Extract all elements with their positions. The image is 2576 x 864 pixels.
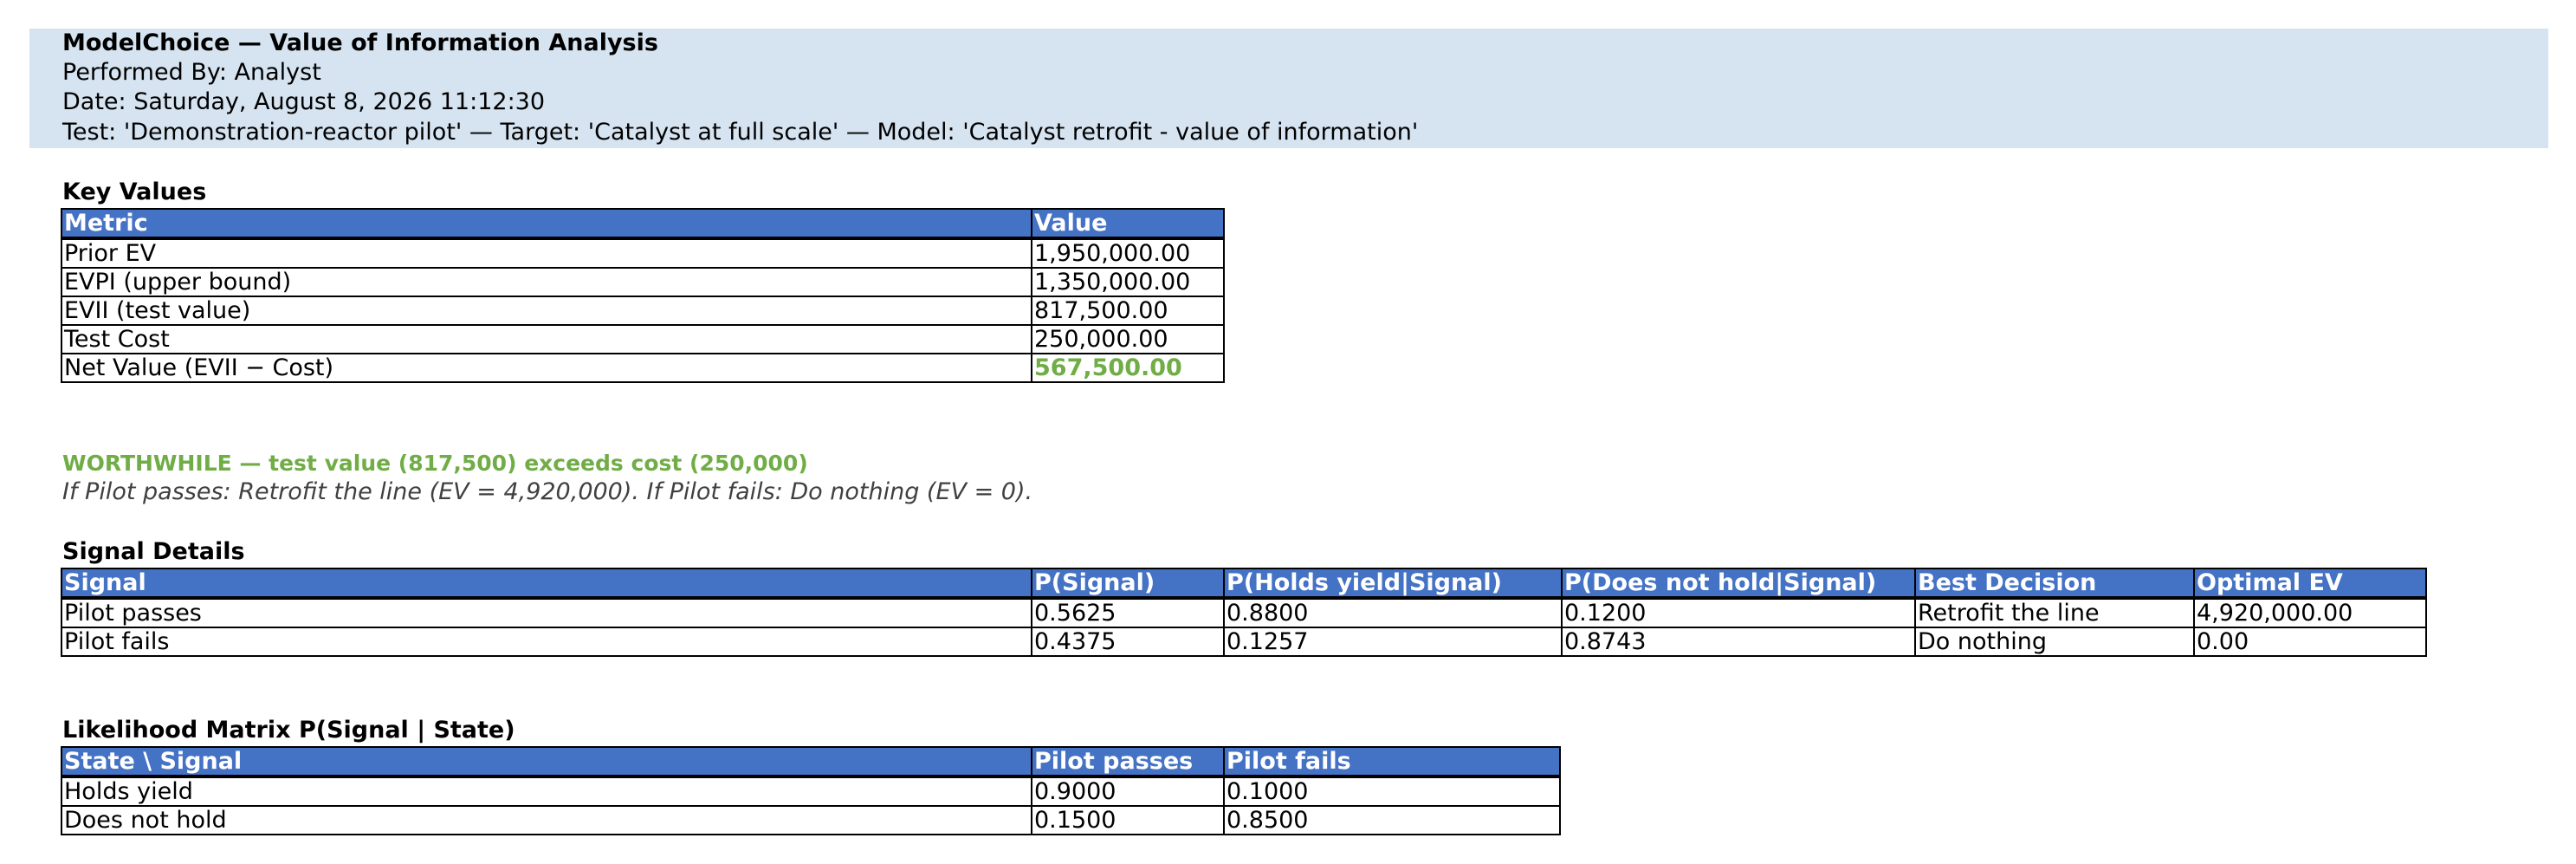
state-cell: Does not hold [61, 805, 1032, 835]
verdict-text: WORTHWHILE — test value (817,500) exceed… [62, 451, 808, 476]
table-row: Net Value (EVII − Cost) 567,500.00 [61, 353, 1225, 383]
value-cell: 1,950,000.00 [1031, 237, 1225, 269]
key-values-title: Key Values [62, 179, 207, 205]
p-not-hold-cell: 0.1200 [1561, 597, 1916, 628]
column-header: Best Decision [1914, 568, 2195, 600]
optimal-ev-cell: 0.00 [2193, 627, 2427, 657]
policy-text: If Pilot passes: Retrofit the line (EV =… [62, 478, 1033, 505]
table-row: Pilot fails 0.4375 0.1257 0.8743 Do noth… [61, 627, 2427, 657]
p-not-hold-cell: 0.8743 [1561, 627, 1916, 657]
column-header: Metric [61, 208, 1032, 240]
column-header: Pilot fails [1223, 746, 1561, 778]
report-header-band [29, 29, 2548, 148]
value-cell: 817,500.00 [1031, 296, 1225, 326]
key-values-table: Metric Value Prior EV 1,950,000.00 EVPI … [61, 208, 1225, 383]
signal-details-table: Signal P(Signal) P(Holds yield|Signal) P… [61, 568, 2427, 657]
table-header-row: Metric Value [61, 208, 1225, 240]
column-header: State \ Signal [61, 746, 1032, 778]
table-row: EVPI (upper bound) 1,350,000.00 [61, 267, 1225, 297]
metric-cell: EVPI (upper bound) [61, 267, 1032, 297]
column-header: Optimal EV [2193, 568, 2427, 600]
table-row: Test Cost 250,000.00 [61, 324, 1225, 354]
table-row: Does not hold 0.1500 0.8500 [61, 805, 1561, 835]
likelihood-matrix-title: Likelihood Matrix P(Signal | State) [62, 717, 515, 744]
p-signal-cell: 0.5625 [1031, 597, 1225, 628]
p-holds-cell: 0.8800 [1223, 597, 1563, 628]
likelihood-cell: 0.1500 [1031, 805, 1225, 835]
column-header: Signal [61, 568, 1032, 600]
signal-details-title: Signal Details [62, 538, 245, 565]
performed-by: Performed By: Analyst [62, 59, 321, 86]
p-signal-cell: 0.4375 [1031, 627, 1225, 657]
table-header-row: Signal P(Signal) P(Holds yield|Signal) P… [61, 568, 2427, 600]
table-row: EVII (test value) 817,500.00 [61, 296, 1225, 326]
value-cell: 250,000.00 [1031, 324, 1225, 354]
test-description: Test: 'Demonstration-reactor pilot' — Ta… [62, 119, 1419, 146]
table-row: Pilot passes 0.5625 0.8800 0.1200 Retrof… [61, 597, 2427, 628]
likelihood-cell: 0.8500 [1223, 805, 1561, 835]
metric-cell: Test Cost [61, 324, 1032, 354]
value-cell: 1,350,000.00 [1031, 267, 1225, 297]
metric-cell: Net Value (EVII − Cost) [61, 353, 1032, 383]
metric-cell: EVII (test value) [61, 296, 1032, 326]
state-cell: Holds yield [61, 776, 1032, 807]
column-header: Pilot passes [1031, 746, 1225, 778]
p-holds-cell: 0.1257 [1223, 627, 1563, 657]
net-value-cell: 567,500.00 [1031, 353, 1225, 383]
metric-cell: Prior EV [61, 237, 1032, 269]
column-header: P(Holds yield|Signal) [1223, 568, 1563, 600]
signal-cell: Pilot passes [61, 597, 1032, 628]
best-decision-cell: Do nothing [1914, 627, 2195, 657]
table-row: Holds yield 0.9000 0.1000 [61, 776, 1561, 807]
optimal-ev-cell: 4,920,000.00 [2193, 597, 2427, 628]
likelihood-matrix-table: State \ Signal Pilot passes Pilot fails … [61, 746, 1561, 835]
column-header: Value [1031, 208, 1225, 240]
signal-cell: Pilot fails [61, 627, 1032, 657]
column-header: P(Does not hold|Signal) [1561, 568, 1916, 600]
table-row: Prior EV 1,950,000.00 [61, 237, 1225, 269]
table-header-row: State \ Signal Pilot passes Pilot fails [61, 746, 1561, 778]
report-title: ModelChoice — Value of Information Analy… [62, 29, 658, 56]
column-header: P(Signal) [1031, 568, 1225, 600]
best-decision-cell: Retrofit the line [1914, 597, 2195, 628]
likelihood-cell: 0.9000 [1031, 776, 1225, 807]
report-date: Date: Saturday, August 8, 2026 11:12:30 [62, 88, 546, 115]
likelihood-cell: 0.1000 [1223, 776, 1561, 807]
